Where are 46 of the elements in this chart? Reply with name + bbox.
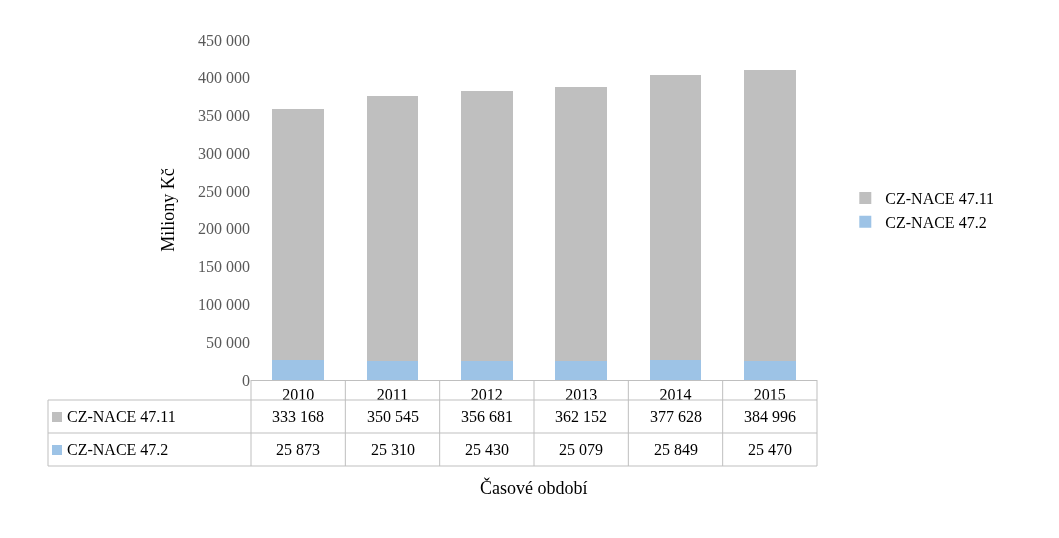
x-axis-title: Časové období: [480, 477, 588, 498]
bar: [272, 360, 325, 380]
y-tick-label: 250 000: [198, 182, 250, 200]
data-label: 377 628: [650, 408, 702, 425]
y-tick-label: 400 000: [198, 69, 250, 87]
bar: [366, 360, 419, 380]
text: CZ-NACE 47.11: [67, 407, 176, 425]
data-label: 333 168: [272, 408, 324, 425]
bar: [272, 108, 325, 361]
x-tick-label: 2015: [753, 386, 786, 404]
bar: [649, 75, 702, 361]
x-tick-label: 2011: [376, 386, 409, 404]
y-tick-label: 350 000: [198, 107, 250, 125]
data-label: 362 152: [555, 408, 607, 425]
bar: [366, 96, 419, 361]
y-axis-title: Miliony Kč: [158, 168, 179, 252]
bar: [555, 87, 608, 362]
data-label: 356 681: [461, 408, 513, 425]
y-tick-label: 0: [242, 371, 250, 389]
x-tick-label: 2012: [470, 386, 503, 404]
data-label: 350 545: [367, 408, 419, 425]
y-tick-label: 150 000: [198, 258, 250, 276]
data-label: 25 310: [371, 441, 415, 458]
data-label: 25 470: [748, 441, 792, 458]
bar: [555, 361, 608, 380]
data-label: 384 996: [744, 408, 796, 425]
bar: [743, 69, 796, 361]
data-label: 25 849: [654, 441, 698, 458]
legend-label: CZ-NACE 47.2: [67, 440, 169, 459]
y-tick-label: 300 000: [198, 144, 250, 162]
x-tick-label: 2013: [565, 386, 598, 404]
text: CZ-NACE 47.2: [885, 213, 987, 231]
y-tick-label: 450 000: [198, 31, 250, 49]
x-tick-label: 2010: [282, 386, 315, 404]
bar: [460, 91, 513, 361]
data-label: 25 873: [276, 441, 320, 458]
legend-label: CZ-NACE 47.11: [885, 190, 995, 208]
bar: [460, 360, 513, 380]
x-tick-label: 2014: [659, 386, 692, 404]
data-label: 25 430: [465, 441, 509, 458]
y-tick-label: 50 000: [206, 333, 250, 351]
y-tick-label: 100 000: [198, 296, 250, 314]
data-label: 25 079: [559, 441, 603, 458]
y-tick-label: 200 000: [198, 220, 250, 238]
bar: [649, 360, 702, 380]
bar: [743, 360, 796, 380]
